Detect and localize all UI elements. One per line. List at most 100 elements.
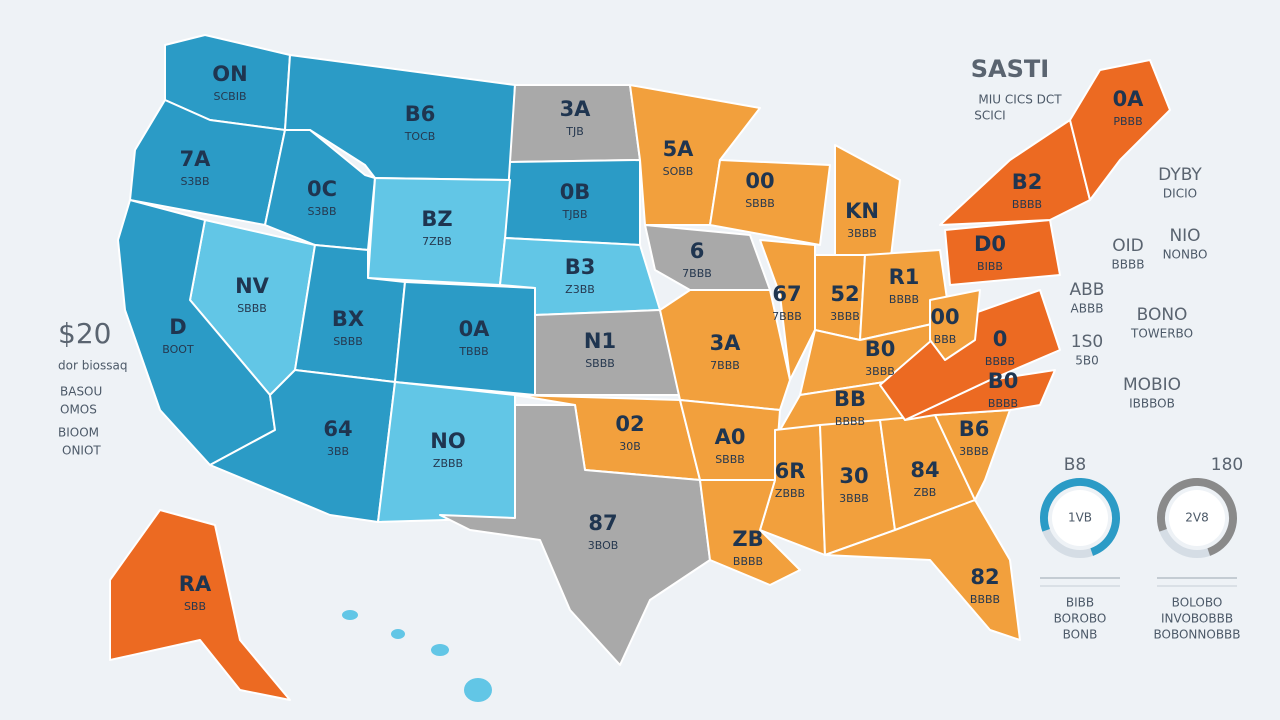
region-sublabel: 3BBB	[847, 227, 877, 240]
region-label: 0	[993, 327, 1008, 351]
region-sublabel: TJB	[565, 125, 584, 138]
region-sublabel: 30B	[619, 440, 641, 453]
region-label: B3	[565, 255, 596, 279]
header-line: SCICI	[974, 109, 1005, 123]
region	[367, 177, 511, 286]
region-label: NV	[235, 274, 270, 298]
region-label: B2	[1012, 170, 1043, 194]
side-sublabel: TOWERBO	[1130, 327, 1193, 341]
region	[1069, 59, 1171, 201]
region-label: 0A	[1113, 87, 1145, 111]
region-sublabel: TJBB	[561, 208, 587, 221]
region-sublabel: ZBBB	[433, 457, 463, 470]
region	[699, 479, 801, 586]
region-sublabel: PBBB	[1113, 115, 1142, 128]
region-label: 52	[830, 282, 859, 306]
region-sublabel: SBBB	[715, 453, 745, 466]
donut-top: B8	[1064, 455, 1086, 475]
region-sublabel: BIBB	[977, 260, 1003, 273]
region-label: B0	[865, 337, 896, 361]
region-sublabel: BBBB	[1012, 198, 1042, 211]
side-label: ABB	[1070, 280, 1105, 300]
side-label: MOBIO	[1123, 375, 1181, 395]
region-sublabel: 7BBB	[682, 267, 712, 280]
region	[944, 219, 1061, 286]
region-label: ZB	[732, 527, 763, 551]
region-sublabel: TBBB	[458, 345, 488, 358]
region-sublabel: ZBB	[914, 486, 937, 499]
left-line: OMOS	[60, 403, 97, 417]
left-line: BASOU	[60, 385, 102, 399]
donut-line: INVOBOBBB	[1161, 612, 1233, 626]
region-sublabel: BBBB	[985, 355, 1015, 368]
side-sublabel: IBBBOB	[1129, 397, 1175, 411]
side-label: DYBY	[1158, 165, 1202, 185]
region	[759, 239, 816, 381]
donut-center: 1VB	[1068, 511, 1092, 525]
side-label: NIO	[1169, 226, 1200, 246]
region-sublabel: ZBBB	[775, 487, 805, 500]
header-line: MIU CICS DCT	[978, 93, 1062, 107]
side-label: OID	[1112, 236, 1144, 256]
region-label: 84	[910, 458, 939, 482]
side-label: 1S0	[1071, 332, 1103, 352]
title: SASTI	[971, 55, 1049, 83]
region-label: ON	[212, 62, 247, 86]
donut-line: BONB	[1063, 628, 1098, 642]
island	[391, 629, 405, 639]
region-label: B6	[405, 102, 436, 126]
left-line: ONIOT	[62, 444, 101, 458]
region-sublabel: BBB	[934, 333, 957, 346]
region-sublabel: SOBB	[663, 165, 694, 178]
side-sublabel: ABBB	[1071, 302, 1104, 316]
region-sublabel: 3BBB	[830, 310, 860, 323]
region-sublabel: 3BBB	[959, 445, 989, 458]
donut-line: BOBONNOBBB	[1153, 628, 1240, 642]
region-sublabel: 3BBB	[865, 365, 895, 378]
region-label: 87	[588, 511, 617, 535]
region-label: 6	[690, 239, 705, 263]
region-sublabel: BOOT	[162, 343, 194, 356]
island	[431, 644, 449, 656]
region-sublabel: 7BBB	[772, 310, 802, 323]
region-sublabel: SBBB	[745, 197, 775, 210]
region-sublabel: SBBB	[237, 302, 267, 315]
donut-line: BIBB	[1066, 596, 1094, 610]
region	[824, 499, 1021, 641]
region-label: 6R	[775, 459, 806, 483]
region-label: B6	[959, 417, 990, 441]
island	[342, 610, 358, 620]
region-label: N1	[584, 329, 616, 353]
region-sublabel: 3BBB	[839, 492, 869, 505]
region-sublabel: S3BB	[180, 175, 209, 188]
region-sublabel: 3BB	[327, 445, 349, 458]
region-sublabel: TOCB	[404, 130, 436, 143]
region-sublabel: 3BOB	[588, 539, 619, 552]
side-label: BONO	[1137, 305, 1188, 325]
region	[644, 224, 771, 291]
region-sublabel: S3BB	[307, 205, 336, 218]
island	[464, 678, 492, 702]
region-sublabel: SBBB	[585, 357, 615, 370]
region-sublabel: 7ZBB	[422, 235, 452, 248]
region-sublabel: Z3BB	[565, 283, 595, 296]
region-sublabel: SBB	[184, 600, 206, 613]
donut-face	[1169, 490, 1225, 546]
region-sublabel: BBBB	[889, 293, 919, 306]
side-sublabel: BBBB	[1112, 258, 1145, 272]
left-line: BIOOM	[58, 426, 99, 440]
region-label: 67	[772, 282, 801, 306]
region-label: D	[169, 315, 186, 339]
donut-ring	[1157, 478, 1237, 558]
region-label: 3A	[710, 331, 742, 355]
region-label: RA	[179, 572, 212, 596]
region-sublabel: SBBB	[333, 335, 363, 348]
donut-line: BOROBO	[1054, 612, 1107, 626]
region-label: 30	[839, 464, 868, 488]
region-label: R1	[889, 265, 920, 289]
region	[439, 404, 711, 666]
donut-top: 180	[1211, 455, 1243, 475]
region-sublabel: BBBB	[733, 555, 763, 568]
